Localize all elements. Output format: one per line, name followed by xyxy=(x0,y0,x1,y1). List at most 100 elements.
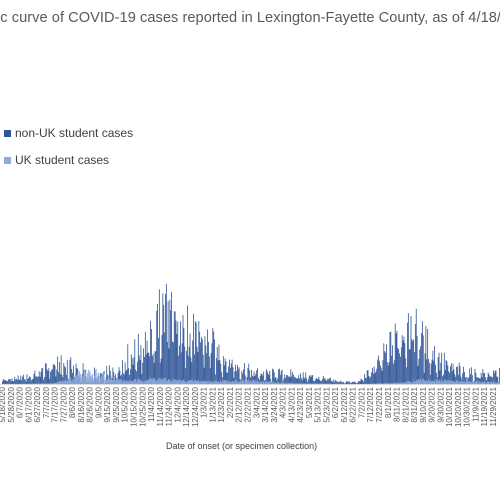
x-tick-label: 9/25/2020 xyxy=(112,386,121,422)
bar-non-uk xyxy=(61,374,63,384)
bar-non-uk xyxy=(368,375,370,384)
bar-non-uk xyxy=(189,333,191,384)
bar-non-uk xyxy=(304,378,306,384)
bar-non-uk xyxy=(199,331,201,384)
bar-uk xyxy=(72,380,73,384)
x-tick-label: 2/2/2021 xyxy=(226,386,235,418)
bar-uk xyxy=(296,383,298,384)
bar-non-uk xyxy=(134,339,136,384)
bar-non-uk xyxy=(373,366,375,384)
bar-non-uk xyxy=(396,330,398,384)
bar-non-uk xyxy=(241,371,243,384)
bar-uk xyxy=(138,379,140,384)
bar-non-uk xyxy=(42,368,44,384)
bar-uk xyxy=(182,379,184,384)
bar-uk xyxy=(223,380,225,384)
x-tick-label: 6/7/2020 xyxy=(16,386,25,418)
bar-uk xyxy=(461,380,463,384)
bar-non-uk xyxy=(319,380,321,384)
x-tick-label: 6/12/2021 xyxy=(340,386,349,422)
bar-non-uk xyxy=(302,372,304,384)
bar-non-uk xyxy=(233,378,235,384)
bar-non-uk xyxy=(480,372,482,384)
bar-uk xyxy=(251,381,253,384)
bar-uk xyxy=(467,381,469,384)
bar-uk xyxy=(155,380,157,384)
bar-uk xyxy=(272,382,273,384)
bar-non-uk xyxy=(483,373,485,384)
bar-non-uk xyxy=(145,354,147,384)
bar-non-uk xyxy=(429,374,431,384)
bar-uk xyxy=(161,379,163,384)
bar-uk xyxy=(272,381,274,384)
x-tick-label: 5/28/2020 xyxy=(7,386,16,422)
bar-non-uk xyxy=(344,383,346,384)
x-tick-label: 10/5/2020 xyxy=(121,386,130,422)
x-tick-label: 11/19/2021 xyxy=(480,386,489,426)
bar-uk xyxy=(84,369,86,384)
bar-non-uk xyxy=(305,372,307,384)
bar-uk xyxy=(158,378,160,384)
bar-non-uk xyxy=(389,332,391,384)
bar-uk xyxy=(297,383,299,384)
bar-non-uk xyxy=(208,356,210,384)
bar-uk xyxy=(135,379,137,384)
bar-uk xyxy=(94,376,95,384)
bar-uk xyxy=(164,377,166,384)
bar-uk xyxy=(491,381,493,384)
bar-uk xyxy=(221,382,222,384)
bar-non-uk xyxy=(442,376,443,384)
bar-non-uk xyxy=(493,373,495,384)
bar-uk xyxy=(71,380,73,384)
bar-non-uk xyxy=(251,375,253,384)
x-tick-label: 3/24/2021 xyxy=(270,386,279,422)
bar-non-uk xyxy=(489,376,491,384)
bar-uk xyxy=(139,379,141,384)
bar-uk xyxy=(105,377,107,384)
bar-non-uk xyxy=(307,381,308,384)
bar-uk xyxy=(253,379,255,384)
bar-uk xyxy=(437,381,439,384)
bar-uk xyxy=(471,381,472,384)
bar-non-uk xyxy=(382,360,384,384)
bar-non-uk xyxy=(200,342,201,384)
bar-non-uk xyxy=(15,379,16,384)
bar-non-uk xyxy=(374,373,376,384)
bar-non-uk xyxy=(215,357,217,384)
bar-non-uk xyxy=(463,366,464,384)
bar-non-uk xyxy=(253,371,255,384)
bar-non-uk xyxy=(139,359,141,384)
bar-uk xyxy=(233,381,235,384)
bar-non-uk xyxy=(123,374,125,384)
bar-uk xyxy=(400,382,401,384)
bar-non-uk xyxy=(23,378,25,384)
bar-non-uk xyxy=(443,352,445,384)
bar-non-uk xyxy=(376,368,378,384)
bar-uk xyxy=(148,379,150,384)
bar-non-uk xyxy=(278,369,279,384)
bar-non-uk xyxy=(394,323,396,384)
x-tick-label: 4/3/2021 xyxy=(279,386,288,418)
bar-non-uk xyxy=(119,370,121,384)
bar-non-uk xyxy=(115,374,116,384)
bar-non-uk xyxy=(180,352,182,384)
bar-uk xyxy=(304,383,306,384)
bar-uk xyxy=(79,371,80,384)
bar-non-uk xyxy=(336,381,337,384)
bar-uk xyxy=(391,383,393,384)
bar-uk xyxy=(485,382,486,384)
x-tick-label: 6/27/2020 xyxy=(33,386,42,422)
bar-non-uk xyxy=(349,381,351,384)
bar-non-uk xyxy=(207,329,208,384)
bar-uk xyxy=(207,381,208,384)
bar-uk xyxy=(413,380,415,384)
bar-non-uk xyxy=(117,372,119,384)
bar-non-uk xyxy=(290,369,292,384)
bar-non-uk xyxy=(478,378,480,384)
bar-non-uk xyxy=(487,372,489,384)
x-tick-label: 5/13/2021 xyxy=(314,386,323,422)
bar-uk xyxy=(173,379,175,384)
bar-uk xyxy=(392,383,393,384)
bar-non-uk xyxy=(182,314,184,384)
bar-non-uk xyxy=(427,328,429,384)
